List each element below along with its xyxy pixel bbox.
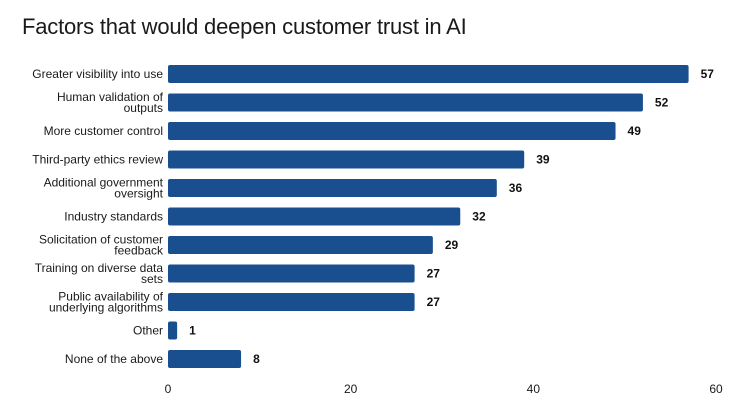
data-label: 27 — [427, 295, 441, 309]
bar — [168, 264, 415, 283]
data-label: 39 — [536, 153, 550, 167]
bar — [168, 93, 643, 112]
data-label: 8 — [253, 352, 260, 366]
category-label: Additional government — [44, 176, 164, 190]
bar — [168, 350, 242, 368]
data-label: 36 — [509, 181, 523, 195]
data-label: 52 — [655, 96, 669, 110]
category-label: feedback — [114, 244, 164, 258]
category-label: Training on diverse data — [35, 261, 164, 275]
data-label: 32 — [472, 210, 486, 224]
bar — [168, 207, 461, 226]
x-tick-label: 60 — [709, 382, 723, 396]
bar — [168, 236, 433, 254]
category-label: underlying algorithms — [49, 301, 163, 315]
bar — [168, 179, 497, 197]
x-tick-label: 0 — [165, 382, 172, 396]
bar — [168, 150, 525, 169]
category-label: Industry standards — [64, 210, 163, 224]
data-label: 1 — [189, 324, 196, 338]
category-label: None of the above — [65, 352, 163, 366]
bar — [168, 321, 178, 340]
category-label: outputs — [124, 101, 163, 115]
data-label: 49 — [628, 124, 642, 138]
data-label: 57 — [701, 67, 715, 81]
category-label: Solicitation of customer — [39, 233, 163, 247]
category-label: oversight — [114, 187, 163, 201]
chart-title: Factors that would deepen customer trust… — [22, 14, 467, 39]
category-label: sets — [141, 272, 163, 286]
x-tick-label: 20 — [344, 382, 358, 396]
data-label: 29 — [445, 238, 459, 252]
category-label: Other — [133, 324, 163, 338]
category-label: Third-party ethics review — [32, 153, 163, 167]
category-label: More customer control — [44, 124, 163, 138]
category-label: Public availability of — [58, 290, 163, 304]
bar — [168, 122, 616, 140]
x-tick-label: 40 — [527, 382, 541, 396]
data-label: 27 — [427, 267, 441, 281]
bar — [168, 293, 415, 311]
category-label: Greater visibility into use — [32, 67, 163, 81]
category-label: Human validation of — [57, 90, 164, 104]
bar — [168, 65, 689, 83]
